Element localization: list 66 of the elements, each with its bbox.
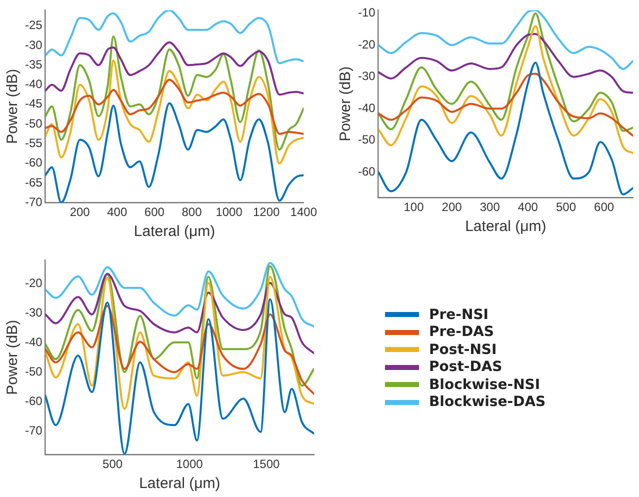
x-tick-label: 200 [70,205,90,220]
y-tick-label: -20 [358,37,376,52]
line-series [45,272,314,354]
legend-label: Post-NSI [429,342,497,358]
y-tick-label: -60 [25,394,43,408]
x-axis-title: Lateral (μm) [465,218,546,236]
y-tick-label: -30 [358,69,376,84]
y-axis-title: Power (dB) [4,68,22,144]
x-tick-label: 400 [107,205,128,220]
x-tick-label: 600 [594,200,614,214]
x-axis-title: Lateral (μm) [134,223,216,240]
line-series [45,262,314,328]
y-tick-label: -40 [358,100,376,115]
y-tick-label: -40 [25,77,43,92]
x-tick-label: 100 [404,200,424,214]
line-series [45,10,304,64]
y-tick-label: -60 [358,164,376,178]
line-series [378,62,633,196]
y-tick-label: -55 [25,136,43,150]
x-axis-title: Lateral (μm) [139,475,220,492]
line-series [45,276,314,410]
line-series [378,10,633,70]
y-tick-label: -30 [25,38,43,52]
x-tick-label: 1500 [252,457,280,472]
x-tick-label: 300 [480,200,500,214]
y-tick-label: -50 [25,116,43,130]
y-tick-label: -30 [25,306,43,320]
line-series [45,304,314,395]
x-tick-label: 1000 [176,457,204,472]
y-tick-label: -40 [25,334,43,349]
y-tick-label: -50 [25,364,43,378]
y-tick-label: -20 [25,276,43,290]
x-tick-label: 1000 [216,205,243,220]
x-tick-label: 1200 [253,205,280,220]
y-tick-label: -70 [25,423,43,438]
line-series [378,33,633,94]
x-tick-label: 200 [442,200,462,214]
x-tick-label: 1400 [290,205,318,220]
line-series [45,36,304,151]
y-tick-label: -60 [25,156,43,170]
legend-label: Pre-DAS [429,324,494,340]
x-tick-label: 800 [182,205,202,220]
line-series [378,12,633,132]
y-tick-label: -65 [25,175,43,190]
line-series [45,78,304,135]
legend-label: Pre-NSI [429,306,488,323]
y-tick-label: -70 [25,194,43,209]
line-series [45,59,304,164]
y-tick-label: -10 [358,6,376,20]
x-tick-label: 500 [102,457,123,472]
y-tick-label: -45 [25,96,43,111]
x-tick-label: 400 [518,200,538,214]
y-tick-label: -35 [25,57,43,72]
line-series [45,41,304,96]
line-series [45,265,314,387]
legend-label: Blockwise-DAS [429,394,546,410]
x-tick-label: 500 [556,200,576,214]
line-series [378,25,633,154]
line-series [378,72,633,137]
y-axis-title: Power (dB) [4,320,22,395]
legend-label: Post-DAS [429,359,502,376]
x-tick-label: 600 [144,205,165,220]
legend-label: Blockwise-NSI [429,376,540,393]
y-axis-title: Power (dB) [337,66,354,142]
y-tick-label: -25 [25,18,43,32]
y-tick-label: -50 [358,132,376,147]
